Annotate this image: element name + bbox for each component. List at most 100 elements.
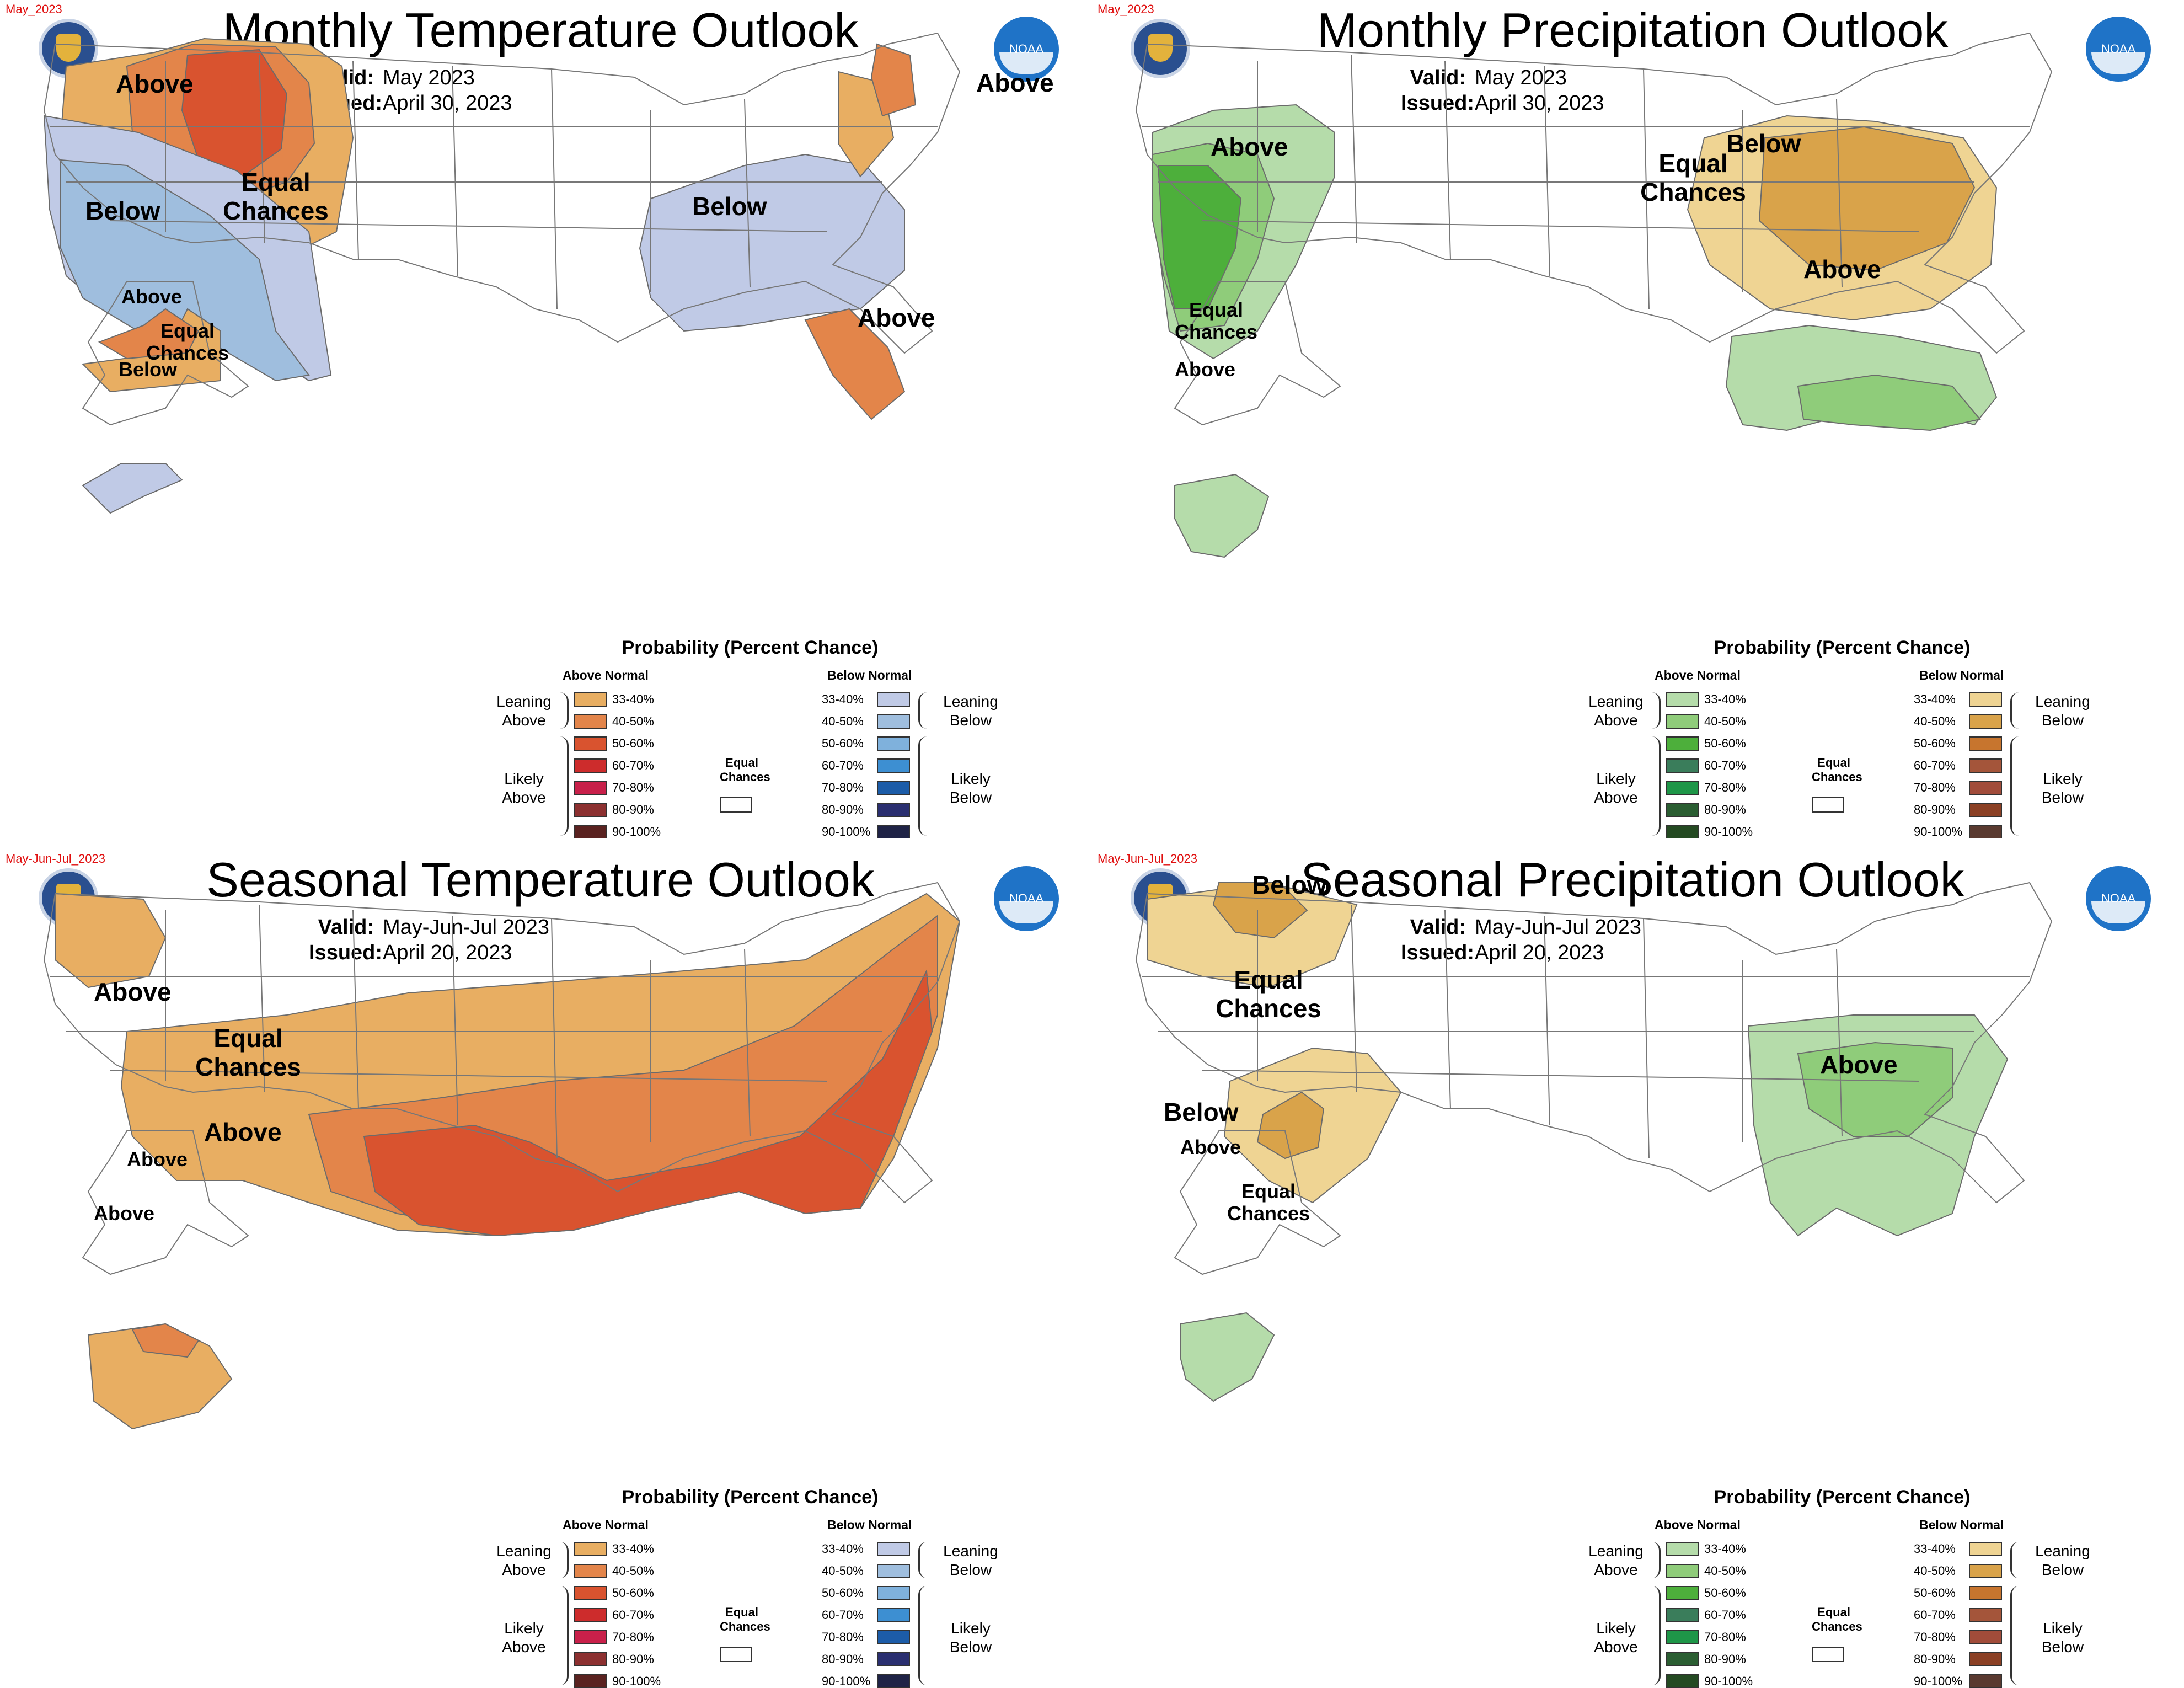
legend-bin-below: 90-100%	[822, 825, 871, 838]
legend-bin-above: 80-90%	[1704, 1652, 1746, 1666]
outlook-region-shape	[1797, 374, 1981, 431]
valid-value: May-Jun-Jul 2023	[1475, 916, 1642, 939]
outlook-map	[43, 32, 961, 514]
legend-bin-below: 70-80%	[822, 1630, 864, 1644]
legend-above-header: Above Normal	[563, 668, 649, 682]
legend-bin-below: 90-100%	[1914, 1674, 1963, 1688]
legend-likely-above: Likely Above	[1594, 770, 1638, 806]
probability-legend: Probability (Percent Chance) Above Normal…	[496, 637, 1048, 838]
legend-bin-above: 70-80%	[1704, 781, 1746, 794]
outlook-regions	[43, 38, 917, 514]
outlook-region-shape	[1212, 882, 1308, 939]
legend-equal-chances-swatch	[1812, 797, 1844, 813]
region-label: Equal Chances	[223, 168, 329, 225]
legend-bin-above: 33-40%	[612, 692, 654, 706]
seasonal-precip-panel: May-Jun-Jul_2023 Seasonal Precipitation …	[1092, 850, 2173, 1688]
legend-swatch-above	[574, 1542, 607, 1556]
us-basemap	[43, 32, 961, 354]
legend-swatch-below	[1969, 781, 2002, 795]
region-label: Above	[121, 285, 183, 308]
legend-equal-chances-swatch	[1812, 1647, 1844, 1662]
issued-label: Issued:	[1401, 941, 1475, 964]
legend-swatch-above	[1666, 758, 1699, 773]
issued-value: April 20, 2023	[383, 941, 512, 964]
legend-brace	[556, 1586, 569, 1685]
legend-above-header: Above Normal	[1655, 1518, 1741, 1532]
legend-leaning-above: Leaning Above	[496, 693, 552, 729]
region-label: Equal Chances	[1640, 149, 1746, 206]
panel-title: Seasonal Precipitation Outlook	[1300, 852, 1964, 907]
legend-equal-chances-label: Equal Chances	[720, 1605, 770, 1633]
outlook-region-shape	[55, 893, 167, 989]
legend-bin-below: 80-90%	[1914, 1652, 1956, 1666]
outlook-regions	[1152, 104, 1998, 558]
valid-period-stamp: May_2023	[1098, 2, 1154, 16]
legend-swatch-below	[877, 736, 910, 751]
region-label: Equal Chances	[195, 1024, 301, 1081]
legend-bin-below: 50-60%	[822, 1586, 864, 1600]
legend-bin-above: 50-60%	[1704, 736, 1746, 750]
region-label: Below	[85, 196, 160, 225]
legend-swatch-above	[574, 1608, 607, 1622]
legend-bin-below: 70-80%	[822, 781, 864, 794]
legend-bin-below: 90-100%	[1914, 825, 1963, 838]
legend-leaning-above: Leaning Above	[1588, 1542, 1644, 1578]
outlook-region-shape	[98, 308, 200, 360]
region-label: Above	[94, 1202, 155, 1225]
region-label: Above	[94, 977, 172, 1006]
legend-brace	[1648, 736, 1661, 836]
legend-bin-above: 80-90%	[612, 803, 654, 816]
legend-swatch-above	[574, 1674, 607, 1688]
outlook-region-shape	[60, 159, 310, 382]
legend-equal-chances-label: Equal Chances	[1812, 756, 1862, 784]
region-label: Above	[1180, 1136, 1241, 1158]
region-label: Equal Chances	[146, 319, 229, 364]
legend-brace	[2010, 692, 2023, 729]
outlook-map	[1135, 32, 2053, 558]
legend-bin-above: 50-60%	[612, 1586, 654, 1600]
outlook-region-shape	[870, 43, 917, 117]
legend-bin-below: 33-40%	[822, 1542, 864, 1556]
legend-brace	[918, 736, 931, 836]
legend-bin-above: 80-90%	[612, 1652, 654, 1666]
legend-bin-below: 80-90%	[822, 803, 864, 816]
conus-outline	[1135, 32, 2053, 354]
state-lines	[1142, 55, 2030, 309]
monthly-precip-panel: May_2023 Monthly Precipitation Outlook N…	[1092, 0, 2173, 838]
panel-title: Seasonal Temperature Outlook	[206, 852, 875, 907]
legend-likely-below: Likely Below	[2041, 1620, 2084, 1655]
legend-bin-below: 50-60%	[822, 736, 864, 750]
issued-value: April 30, 2023	[1475, 92, 1604, 115]
conus-outline	[1135, 882, 2053, 1204]
valid-period-stamp: May_2023	[6, 2, 62, 16]
legend-swatch-above	[574, 1586, 607, 1600]
panel-title: Monthly Precipitation Outlook	[1316, 3, 1949, 57]
legend-bin-above: 70-80%	[612, 1630, 654, 1644]
alaska-basemap	[82, 1130, 249, 1275]
legend-bin-below: 80-90%	[822, 1652, 864, 1666]
legend-bin-below: 33-40%	[1914, 1542, 1956, 1556]
legend-swatch-below	[1969, 1608, 2002, 1622]
legend-bin-below: 60-70%	[822, 1608, 864, 1622]
legend-bin-below: 33-40%	[1914, 692, 1956, 706]
legend-bin-below: 33-40%	[822, 692, 864, 706]
outlook-map	[1135, 882, 2053, 1402]
legend-swatch-above	[1666, 1542, 1699, 1556]
legend-bin-below: 80-90%	[1914, 803, 1956, 816]
conus-outline	[43, 32, 961, 354]
legend-bin-above: 50-60%	[612, 736, 654, 750]
valid-issued-block: Valid: May-Jun-Jul 2023 Issued:April 20, …	[309, 915, 549, 965]
valid-value: May 2023	[1475, 66, 1567, 89]
legend-swatch-below	[877, 781, 910, 795]
legend-swatch-below	[877, 692, 910, 707]
noaa-logo: NOAA	[2086, 866, 2151, 931]
legend-swatch-below	[1969, 1630, 2002, 1644]
legend-above-header: Above Normal	[563, 1518, 649, 1532]
conus-outline	[43, 882, 961, 1204]
legend-below-header: Below Normal	[827, 1518, 912, 1532]
outlook-region-shape	[1797, 1041, 1953, 1137]
legend-bin-above: 90-100%	[612, 1674, 661, 1688]
legend-likely-below: Likely Below	[2041, 770, 2084, 806]
legend-leaning-below: Leaning Below	[943, 693, 998, 729]
region-label: Above	[1803, 255, 1881, 284]
